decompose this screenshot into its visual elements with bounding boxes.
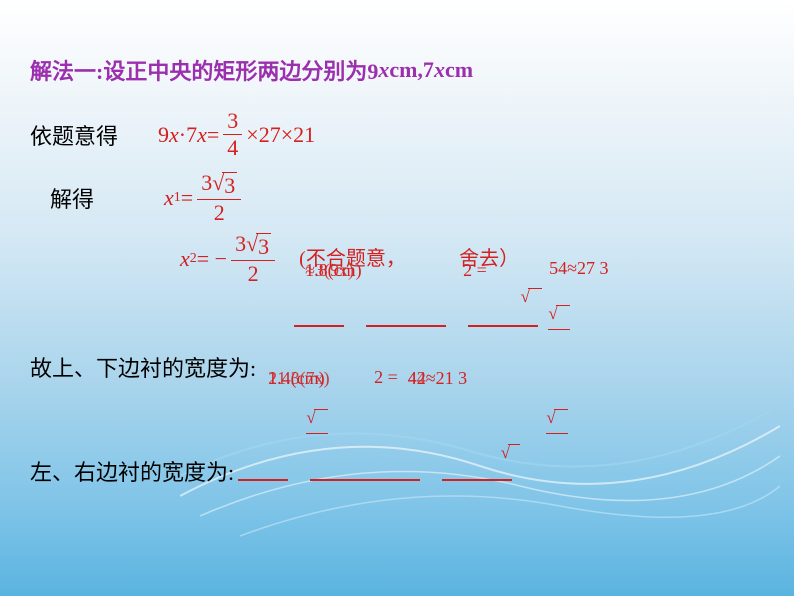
eq-frac-den: 4 [223,135,242,161]
tb-ov-a2: 21.3(7x) [268,368,330,389]
x2-messy-c: 54≈27 3 [549,258,608,279]
left-right-width-row: 左、右边衬的宽度为: √ [30,451,764,491]
x1-sub: 1 [174,190,181,206]
setup-label: 依题意得 [30,119,118,151]
blank-group-1: √ [294,308,538,326]
x1-var: x [164,185,174,211]
var-x-1: x [378,57,389,83]
equation-setup-row: 依题意得 9 x · 7 x = 3 4 ×27×21 [30,108,764,162]
blank-3b [310,463,420,481]
eq-frac-num: 3 [223,108,242,135]
sqrt-frac-2a: √ [306,397,328,445]
eq-x2: x [197,122,207,148]
blank-1c [468,309,538,327]
eq-9: 9 [158,122,169,148]
tb-right-b: 44 [408,368,426,389]
method-text: 设正中央的矩形两边分别为9 [103,54,378,86]
x1-equals: = [181,185,193,211]
method-heading: 解法一: 设正中央的矩形两边分别为9 x cm,7 x cm [30,50,764,90]
method-suffix: cm [445,57,473,83]
var-x-2: x [434,57,445,83]
blank-1a [294,309,344,327]
blank-3a [238,463,288,481]
solve-label: 解得 [50,182,94,214]
top-bottom-label: 故上、下边衬的宽度为: [30,351,256,383]
solve-row-1: 解得 x 1 = 3√3 2 [30,170,764,227]
x2-equation: x 2 = − 3√3 2 [180,231,279,288]
left-right-label: 左、右边衬的宽度为: [30,455,234,487]
eq-x1: x [169,122,179,148]
x1-frac: 3√3 2 [197,170,241,227]
sqrt-frac-2b: √ [546,397,568,445]
blank-1b [366,309,446,327]
sqrt-mark-1: √ [521,288,542,310]
slide-content: 解法一: 设正中央的矩形两边分别为9 x cm,7 x cm 依题意得 9 x … [0,0,794,491]
x1-num: 3√3 [197,170,241,200]
solve-row-2: x 2 = − 3√3 2 (不合题意， 1.8(cm) ≈3(9x) 舍去） … [30,231,764,288]
method-mid: cm,7 [389,57,434,83]
eq-equals: = [207,122,219,148]
sqrt-frac-1: √ [548,293,570,341]
eq-7: 7 [186,122,197,148]
x1-equation: x 1 = 3√3 2 [164,170,245,227]
eq-frac: 3 4 [223,108,242,162]
sqrt-frac-2b-wrap: √ [534,397,580,445]
x2-frac: 3√3 2 [231,231,275,288]
setup-equation: 9 x · 7 x = 3 4 ×27×21 [158,108,315,162]
eq-dot: · [179,122,186,148]
x2-den: 2 [244,261,263,287]
x2-sub: 2 [190,251,197,267]
tb-mid: 2 = [374,367,398,388]
blank-row-2: √ √ [290,397,764,445]
x2-equals: = − [197,246,227,272]
blank-row-1: √ √ [290,293,764,341]
top-bottom-width-row: 故上、下边衬的宽度为: 1.4(cm) 21.3(7x) 2 = 42≈21 3… [30,347,764,387]
x2-num: 3√3 [231,231,275,261]
x2-note-area: (不合题意， 1.8(cm) ≈3(9x) 舍去） 2 = 54≈27 3 [299,246,608,272]
top-bottom-values: 1.4(cm) 21.3(7x) 2 = 42≈21 3 44 [264,354,508,380]
x1-den: 2 [210,200,229,226]
method-prefix: 解法一: [30,54,103,86]
blank-group-2: √ [294,397,334,445]
eq-right: ×27×21 [246,122,315,148]
x2-messy-a2: ≈3(9x) [305,260,354,281]
sqrt-mark-3: √ [501,444,520,466]
x2-messy-b: 2 = [463,260,487,281]
blank-group-3: √ [238,462,512,480]
x2-var: x [180,246,190,272]
